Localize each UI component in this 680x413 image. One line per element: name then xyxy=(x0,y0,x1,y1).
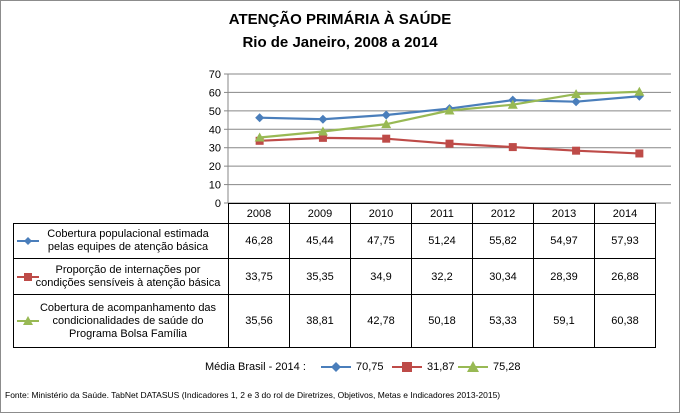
table-cell: 38,81 xyxy=(289,294,351,348)
square-marker-icon xyxy=(17,272,39,281)
source-note: Fonte: Ministério da Saúde. TabNet DATAS… xyxy=(5,390,501,400)
table-year-header: 2012 xyxy=(472,203,534,224)
y-tick-label: 70 xyxy=(209,69,221,81)
table-header-row: 2008 2009 2010 2011 2012 2013 2014 xyxy=(13,203,656,224)
table-year-header: 2011 xyxy=(411,203,473,224)
table-cell: 51,24 xyxy=(411,223,473,259)
y-tick-label: 20 xyxy=(209,161,221,173)
table-cell: 55,82 xyxy=(472,223,534,259)
data-table: 2008 2009 2010 2011 2012 2013 2014 Cober… xyxy=(13,203,656,348)
data-point xyxy=(444,105,455,115)
triangle-marker-icon xyxy=(17,316,39,325)
legend-prefix: Média Brasil - 2014 : xyxy=(205,361,306,373)
y-tick-label: 30 xyxy=(209,143,221,155)
series-label-line: condições sensíveis à atenção básica xyxy=(35,276,221,289)
data-point xyxy=(255,113,265,123)
table-cell: 46,28 xyxy=(228,223,290,259)
table-cell: 54,97 xyxy=(533,223,595,259)
data-point xyxy=(445,139,454,148)
table-cell: 35,35 xyxy=(289,258,351,295)
data-point xyxy=(317,126,328,136)
series-label-internacoes: Proporção de internações por condições s… xyxy=(13,258,229,295)
table-cell: 60,38 xyxy=(594,294,656,348)
series-label-line: Proporção de internações por xyxy=(55,263,201,276)
data-point xyxy=(381,110,391,120)
table-cell: 50,18 xyxy=(411,294,473,348)
series-label-bolsa-familia: Cobertura de acompanhamento das condicio… xyxy=(13,294,229,348)
table-cell: 28,39 xyxy=(533,258,595,295)
y-tick-label: 50 xyxy=(209,106,221,118)
data-point xyxy=(572,146,581,155)
data-point xyxy=(381,119,392,129)
data-point xyxy=(318,114,328,124)
table-cell: 34,9 xyxy=(350,258,412,295)
data-point xyxy=(507,99,518,109)
table-cell: 30,34 xyxy=(472,258,534,295)
table-year-header: 2013 xyxy=(533,203,595,224)
table-cell: 57,93 xyxy=(594,223,656,259)
table-cell: 45,44 xyxy=(289,223,351,259)
table-cell: 53,33 xyxy=(472,294,534,348)
y-tick-label: 60 xyxy=(209,87,221,99)
series-label-cobertura-populacional: Cobertura populacional estimada pelas eq… xyxy=(13,223,229,259)
data-point xyxy=(508,143,517,152)
table-row: Cobertura de acompanhamento das condicio… xyxy=(13,294,656,348)
table-year-header: 2008 xyxy=(228,203,290,224)
table-cell: 47,75 xyxy=(350,223,412,259)
table-corner xyxy=(13,203,229,224)
data-point xyxy=(635,149,644,158)
chart-subtitle: Rio de Janeiro, 2008 a 2014 xyxy=(242,34,438,51)
square-marker-icon xyxy=(392,362,422,372)
table-cell: 33,75 xyxy=(228,258,290,295)
table-cell: 59,1 xyxy=(533,294,595,348)
data-point xyxy=(571,97,581,107)
data-point xyxy=(634,86,645,96)
y-tick-label: 40 xyxy=(209,124,221,136)
legend-value: 75,28 xyxy=(493,361,521,373)
table-cell: 35,56 xyxy=(228,294,290,348)
table-cell: 42,78 xyxy=(350,294,412,348)
table-row: Proporção de internações por condições s… xyxy=(13,258,656,295)
series-label-line: Cobertura de acompanhamento das xyxy=(39,301,217,314)
series-label-line: pelas equipes de atenção básica xyxy=(47,241,209,253)
series-label-line: Programa Bolsa Família xyxy=(69,327,187,340)
table-row: Cobertura populacional estimada pelas eq… xyxy=(13,223,656,259)
table-year-header: 2014 xyxy=(594,203,656,224)
legend-value: 70,75 xyxy=(356,361,384,373)
y-tick-label: 10 xyxy=(209,180,221,192)
series-label-line: condicionalidades de saúde do xyxy=(52,314,204,327)
table-cell: 32,2 xyxy=(411,258,473,295)
diamond-marker-icon xyxy=(17,237,39,245)
data-point xyxy=(382,134,391,143)
triangle-marker-icon xyxy=(458,361,488,372)
table-year-header: 2010 xyxy=(350,203,412,224)
series-line-3 xyxy=(259,90,640,139)
table-cell: 26,88 xyxy=(594,258,656,295)
series-label-line: Cobertura populacional estimada xyxy=(47,228,209,240)
table-year-header: 2009 xyxy=(289,203,351,224)
data-point xyxy=(318,133,327,142)
data-point xyxy=(571,89,582,99)
legend-value: 31,87 xyxy=(427,361,455,373)
chart-title: ATENÇÃO PRIMÁRIA À SAÚDE xyxy=(228,11,452,28)
diamond-marker-icon xyxy=(321,362,351,372)
data-point xyxy=(254,132,265,142)
